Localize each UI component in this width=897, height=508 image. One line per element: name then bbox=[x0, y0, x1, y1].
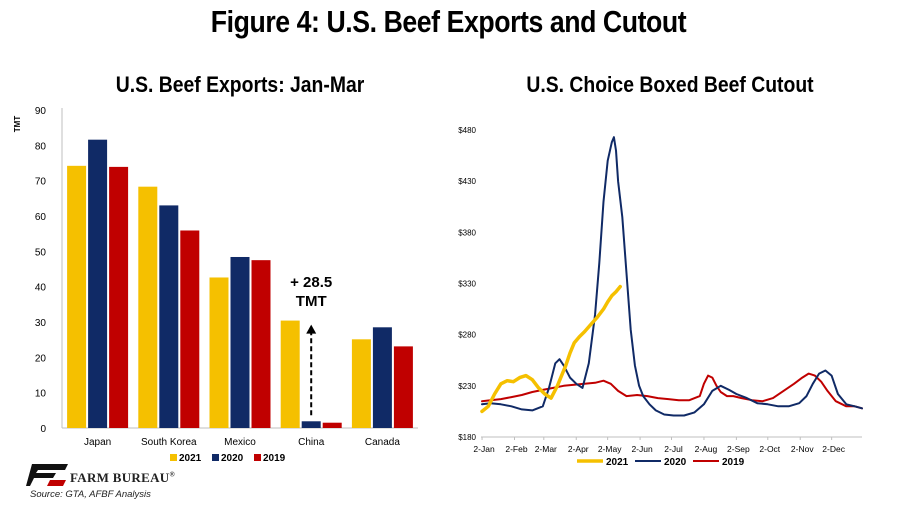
bar-2020 bbox=[159, 205, 179, 428]
y-tick-label: $180 bbox=[458, 433, 476, 442]
bar-chart-title: U.S. Beef Exports: Jan-Mar bbox=[115, 72, 365, 97]
y-tick-label: 70 bbox=[35, 177, 47, 188]
category-label: China bbox=[298, 437, 325, 448]
bar-2021 bbox=[351, 339, 371, 428]
y-tick-label: 60 bbox=[35, 212, 47, 223]
bar-2019 bbox=[180, 230, 200, 428]
legend-label-2019: 2019 bbox=[722, 457, 745, 468]
series-line-2020 bbox=[481, 136, 863, 417]
legend-label-2019: 2019 bbox=[263, 453, 286, 464]
x-tick-label: 2-Jan bbox=[473, 444, 495, 454]
y-axis-label: TMT bbox=[13, 116, 22, 133]
y-tick-label: 50 bbox=[35, 247, 47, 258]
x-tick-label: 2-Sep bbox=[727, 444, 750, 454]
legend-swatch-2020 bbox=[212, 454, 219, 461]
x-tick-label: 2-Apr bbox=[568, 444, 589, 454]
bar-2021 bbox=[67, 165, 87, 428]
y-tick-label: $330 bbox=[458, 280, 476, 289]
y-tick-label: 90 bbox=[35, 106, 47, 117]
bar-2019 bbox=[393, 346, 413, 428]
x-tick-label: 2-Mar bbox=[535, 444, 557, 454]
bar-2019 bbox=[322, 422, 342, 428]
series-line-2019 bbox=[481, 372, 863, 410]
bar-2021 bbox=[138, 186, 158, 428]
farm-bureau-logo-icon bbox=[26, 464, 68, 486]
bar-2020 bbox=[372, 327, 392, 428]
bar-2021 bbox=[280, 320, 300, 428]
page-title: Figure 4: U.S. Beef Exports and Cutout bbox=[210, 4, 687, 39]
y-tick-label: $430 bbox=[458, 177, 476, 186]
y-tick-label: 40 bbox=[35, 283, 47, 294]
x-tick-label: 2-Dec bbox=[822, 444, 845, 454]
y-tick-label: 80 bbox=[35, 141, 47, 152]
x-tick-label: 2-Aug bbox=[695, 444, 718, 454]
annotation-arrow-head-icon bbox=[306, 324, 317, 334]
farm-bureau-wordmark: FARM BUREAU® bbox=[70, 470, 175, 485]
bar-2021 bbox=[209, 277, 229, 428]
y-tick-label: 10 bbox=[35, 389, 47, 400]
bar-2020 bbox=[230, 256, 250, 428]
legend-swatch-2021 bbox=[170, 454, 177, 461]
y-tick-label: $380 bbox=[458, 228, 476, 237]
x-tick-label: 2-Jul bbox=[664, 444, 683, 454]
y-tick-label: $480 bbox=[458, 126, 476, 135]
y-tick-label: 0 bbox=[40, 424, 46, 435]
source-note: Source: GTA, AFBF Analysis bbox=[30, 489, 151, 500]
y-tick-label: 20 bbox=[35, 353, 47, 364]
x-tick-label: 2-May bbox=[598, 444, 622, 454]
x-tick-label: 2-Nov bbox=[791, 444, 814, 454]
y-tick-label: $280 bbox=[458, 331, 476, 340]
legend-label-2021: 2021 bbox=[179, 453, 202, 464]
annotation-unit: TMT bbox=[296, 293, 327, 310]
legend-swatch-2019 bbox=[254, 454, 261, 461]
series-line-2021 bbox=[480, 284, 622, 414]
bar-2020 bbox=[88, 139, 108, 428]
bar-2019 bbox=[109, 166, 129, 429]
bar-2020 bbox=[301, 421, 321, 428]
legend-label-2020: 2020 bbox=[221, 453, 244, 464]
x-tick-label: 2-Feb bbox=[505, 444, 527, 454]
y-tick-label: $230 bbox=[458, 382, 476, 391]
annotation-value: + 28.5 bbox=[290, 274, 332, 291]
category-label: South Korea bbox=[141, 437, 197, 448]
x-tick-label: 2-Oct bbox=[759, 444, 780, 454]
legend-label-2021: 2021 bbox=[606, 457, 629, 468]
bar-2019 bbox=[251, 260, 271, 428]
category-label: Mexico bbox=[224, 437, 256, 448]
legend-label-2020: 2020 bbox=[664, 457, 687, 468]
x-tick-label: 2-Jun bbox=[631, 444, 653, 454]
line-chart-title: U.S. Choice Boxed Beef Cutout bbox=[526, 72, 814, 97]
y-tick-label: 30 bbox=[35, 318, 47, 329]
category-label: Japan bbox=[84, 437, 111, 448]
category-label: Canada bbox=[365, 437, 400, 448]
